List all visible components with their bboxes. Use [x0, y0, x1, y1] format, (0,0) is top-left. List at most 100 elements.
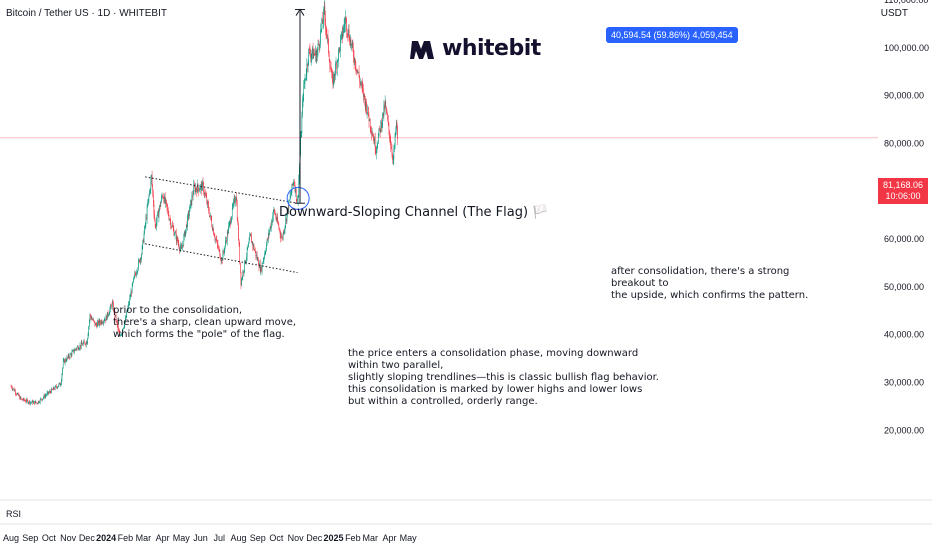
- candle-body: [71, 351, 73, 356]
- candle-body: [145, 217, 147, 225]
- candle-body: [315, 50, 316, 56]
- candle-body: [292, 183, 293, 186]
- candle-body: [278, 224, 280, 229]
- candle-body: [358, 72, 359, 73]
- candle-body: [92, 319, 94, 320]
- candle-body: [149, 190, 150, 196]
- candle-body: [348, 29, 350, 40]
- time-axis-label: 2024: [96, 533, 116, 543]
- candle-body: [312, 47, 313, 54]
- candle-body: [68, 354, 70, 358]
- candle-body: [325, 18, 326, 29]
- candle-body: [346, 31, 348, 34]
- candle-body: [27, 400, 29, 404]
- candle-body: [381, 122, 383, 129]
- candle-body: [136, 272, 137, 276]
- candle-body: [61, 380, 62, 386]
- candle-body: [125, 318, 126, 323]
- candle-body: [184, 231, 185, 237]
- price-axis-label: 90,000.00: [884, 91, 924, 101]
- candle-body: [56, 386, 57, 388]
- candle-body: [34, 401, 36, 404]
- rsi-indicator-label[interactable]: RSI: [6, 509, 22, 519]
- candle-body: [300, 133, 302, 138]
- candle-body: [52, 387, 54, 390]
- candle-body: [189, 204, 191, 212]
- candle-body: [164, 195, 166, 203]
- candle-body: [283, 231, 285, 234]
- candle-body: [138, 260, 139, 269]
- bar-countdown: 10:06:00: [885, 191, 921, 201]
- candle-body: [67, 357, 68, 358]
- candle-body: [167, 209, 169, 215]
- candle-body: [187, 213, 189, 216]
- candle-body: [154, 219, 156, 227]
- candle-body: [313, 53, 314, 59]
- candle-body: [258, 258, 259, 266]
- candle-body: [36, 402, 37, 404]
- candle-body: [203, 183, 204, 193]
- candle-body: [307, 63, 308, 67]
- annotation-consolidation: the price enters a consolidation phase, …: [348, 348, 659, 407]
- candle-body: [150, 179, 152, 190]
- candle-body: [311, 53, 313, 56]
- candle-body: [21, 398, 22, 400]
- candle-body: [49, 391, 50, 393]
- candle-body: [381, 121, 382, 129]
- candle-body: [276, 218, 277, 221]
- candle-body: [94, 321, 96, 326]
- candle-body: [354, 58, 355, 63]
- candle-body: [365, 101, 367, 108]
- candle-body: [346, 18, 347, 32]
- candle-body: [51, 388, 52, 393]
- candle-body: [340, 34, 342, 40]
- candle-body: [82, 343, 84, 346]
- candle-body: [160, 202, 162, 207]
- candle-body: [152, 185, 154, 194]
- candle-body: [140, 258, 142, 260]
- candle-body: [43, 395, 45, 398]
- candle-body: [375, 150, 377, 154]
- candle-body: [341, 31, 343, 38]
- candle-body: [334, 75, 336, 77]
- candle-body: [15, 393, 17, 395]
- candle-body: [372, 134, 374, 137]
- candle-body: [251, 236, 252, 243]
- candle-body: [276, 217, 278, 221]
- candle-body: [103, 321, 104, 324]
- candle-body: [224, 246, 226, 252]
- candle-body: [200, 185, 201, 190]
- candle-body: [104, 319, 106, 321]
- candle-body: [382, 112, 383, 123]
- candle-body: [98, 320, 100, 325]
- candle-body: [386, 106, 387, 113]
- candle-body: [166, 203, 168, 208]
- candle-body: [147, 203, 149, 207]
- candle-body: [151, 174, 152, 180]
- candle-body: [84, 342, 86, 345]
- candle-body: [132, 282, 134, 284]
- candle-body: [377, 143, 378, 147]
- candle-body: [290, 192, 292, 196]
- candle-body: [258, 265, 260, 268]
- candle-body: [253, 244, 255, 251]
- symbol-header[interactable]: Bitcoin / Tether US · 1D · WHITEBIT: [6, 8, 167, 19]
- candle-body: [385, 101, 387, 107]
- candle-body: [241, 277, 243, 279]
- candle-body: [376, 146, 378, 148]
- candle-body: [219, 249, 221, 258]
- candle-body: [269, 226, 271, 231]
- candle-body: [197, 183, 198, 193]
- candle-body: [153, 193, 154, 204]
- candle-body: [15, 390, 16, 394]
- candle-body: [271, 221, 273, 223]
- candle-body: [155, 226, 157, 228]
- candle-body: [76, 347, 78, 350]
- candle-body: [75, 349, 76, 350]
- candle-body: [176, 233, 177, 242]
- candle-body: [217, 244, 219, 248]
- candle-body: [190, 200, 191, 205]
- candle-body: [156, 214, 158, 222]
- candle-body: [277, 222, 279, 225]
